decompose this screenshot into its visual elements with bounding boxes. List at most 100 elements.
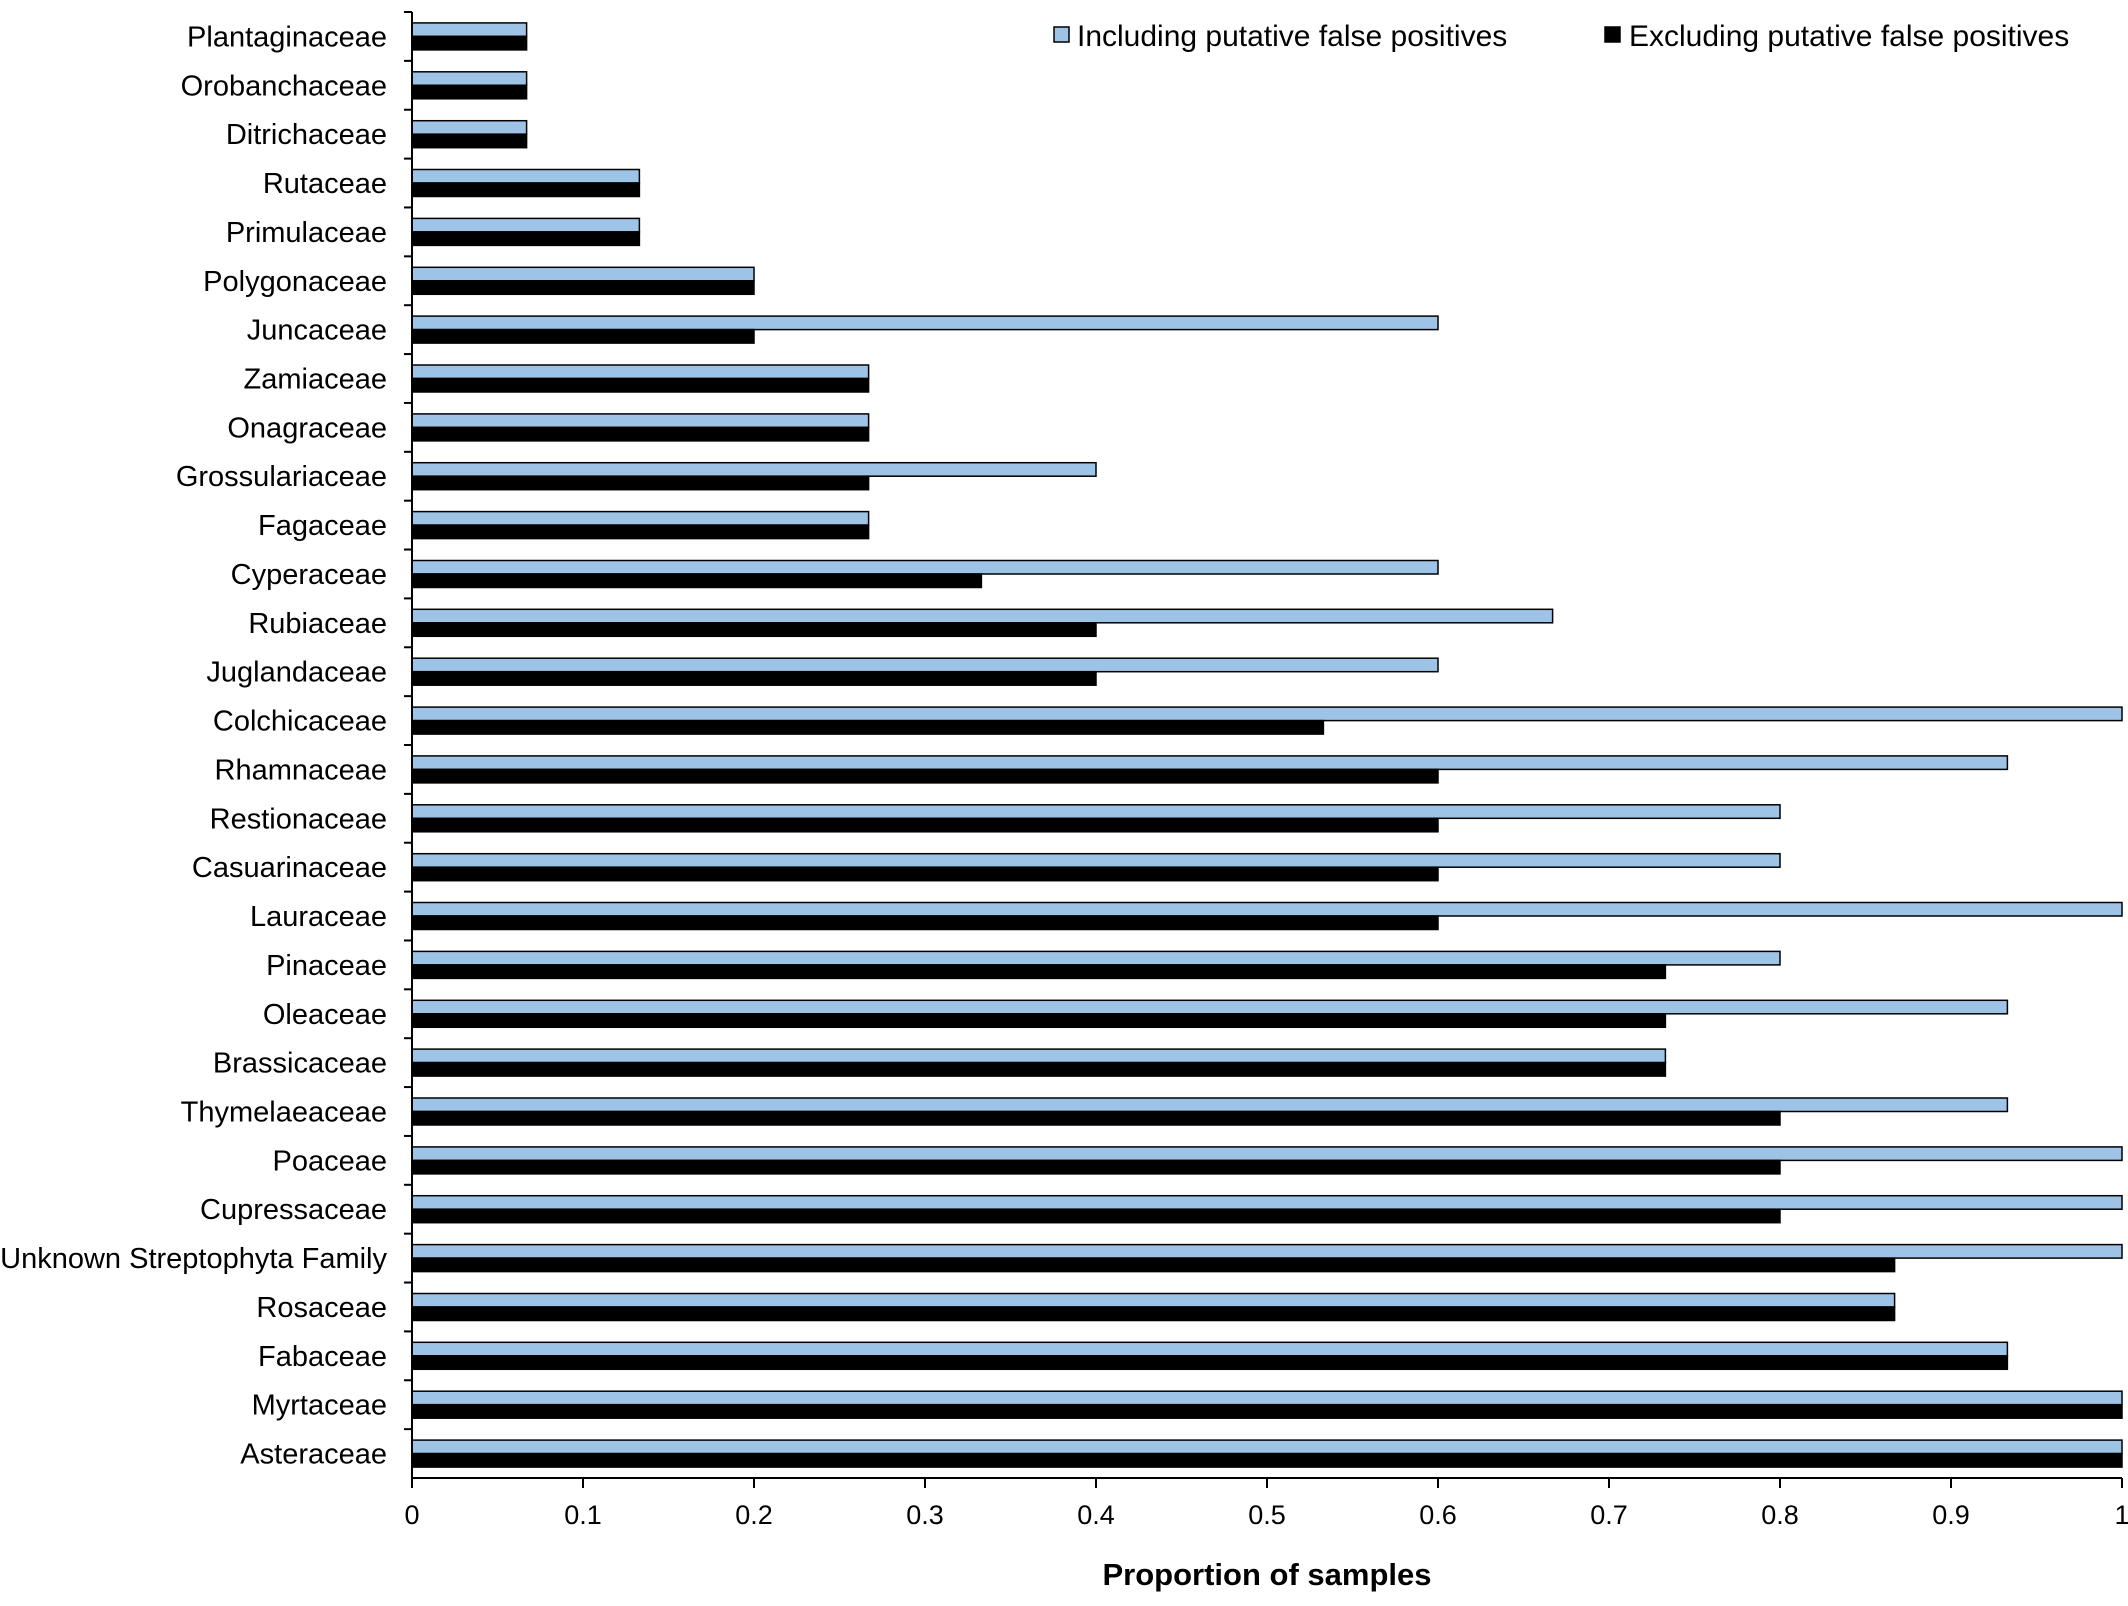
- category-label-brassicaceae: Brassicaceae: [213, 1048, 387, 1080]
- bar-excluding-fagaceae: [411, 524, 870, 540]
- legend-item-excluding: Excluding putative false positives: [1604, 20, 2069, 53]
- category-label-primulaceae: Primulaceae: [226, 217, 387, 249]
- category-label-rosaceae: Rosaceae: [256, 1292, 387, 1324]
- category-label-unknown-streptophyta-family: Unknown Streptophyta Family: [0, 1243, 387, 1275]
- bar-including-onagraceae: [411, 413, 870, 429]
- bar-including-oleaceae: [411, 999, 2009, 1015]
- bar-including-casuarinaceae: [411, 852, 1781, 868]
- category-label-thymelaeaceae: Thymelaeaceae: [181, 1097, 387, 1129]
- bar-including-fagaceae: [411, 510, 870, 526]
- bar-including-unknown-streptophyta-family: [411, 1243, 2123, 1259]
- category-label-polygonaceae: Polygonaceae: [203, 266, 387, 298]
- bar-including-colchicaceae: [411, 706, 2123, 722]
- bar-excluding-orobanchaceae: [411, 84, 528, 100]
- x-tick-label: 0.9: [1932, 1500, 1970, 1530]
- bar-including-polygonaceae: [411, 266, 755, 282]
- bar-excluding-grossulariaceae: [411, 475, 870, 491]
- bar-excluding-plantaginaceae: [411, 35, 528, 51]
- legend-item-including: Including putative false positives: [1053, 20, 1507, 53]
- x-tick-label: 0.8: [1761, 1500, 1799, 1530]
- category-label-casuarinaceae: Casuarinaceae: [192, 852, 387, 884]
- bar-including-ditrichaceae: [411, 119, 528, 135]
- bar-including-restionaceae: [411, 804, 1781, 820]
- category-label-lauraceae: Lauraceae: [250, 901, 387, 933]
- category-label-restionaceae: Restionaceae: [210, 803, 387, 835]
- bar-including-primulaceae: [411, 217, 641, 233]
- category-label-plantaginaceae: Plantaginaceae: [187, 21, 387, 53]
- x-tick-label: 0.6: [1419, 1500, 1457, 1530]
- bar-excluding-ditrichaceae: [411, 133, 528, 149]
- category-label-myrtaceae: Myrtaceae: [252, 1390, 387, 1422]
- bar-including-rhamnaceae: [411, 755, 2009, 771]
- bar-excluding-polygonaceae: [411, 280, 755, 296]
- legend-swatch-excluding: [1604, 26, 1621, 43]
- category-label-grossulariaceae: Grossulariaceae: [176, 461, 387, 493]
- bar-excluding-thymelaeaceae: [411, 1110, 1781, 1126]
- category-label-fagaceae: Fagaceae: [258, 510, 387, 542]
- bar-excluding-pinaceae: [411, 964, 1667, 980]
- category-label-asteraceae: Asteraceae: [240, 1439, 387, 1471]
- category-label-pinaceae: Pinaceae: [266, 950, 387, 982]
- bar-excluding-zamiaceae: [411, 377, 870, 393]
- bar-excluding-myrtaceae: [411, 1403, 2123, 1419]
- x-tick-label: 0.2: [735, 1500, 773, 1530]
- category-label-oleaceae: Oleaceae: [263, 999, 387, 1031]
- category-label-poaceae: Poaceae: [273, 1145, 388, 1177]
- category-label-cyperaceae: Cyperaceae: [231, 559, 387, 591]
- bar-including-fabaceae: [411, 1341, 2009, 1357]
- bar-excluding-brassicaceae: [411, 1061, 1667, 1077]
- category-label-colchicaceae: Colchicaceae: [213, 706, 387, 738]
- x-tick-label: 1: [2114, 1500, 2128, 1530]
- bar-including-lauraceae: [411, 901, 2123, 917]
- bar-excluding-fabaceae: [411, 1355, 2009, 1371]
- bar-excluding-poaceae: [411, 1159, 1781, 1175]
- category-label-fabaceae: Fabaceae: [258, 1341, 387, 1373]
- x-tick-label: 0.1: [564, 1500, 602, 1530]
- category-label-onagraceae: Onagraceae: [227, 412, 387, 444]
- bar-including-grossulariaceae: [411, 461, 1097, 477]
- bar-excluding-asteraceae: [411, 1452, 2123, 1468]
- bar-including-poaceae: [411, 1146, 2123, 1162]
- x-tick-label: 0: [404, 1500, 419, 1530]
- bar-including-rubiaceae: [411, 608, 1554, 624]
- category-label-juncaceae: Juncaceae: [247, 315, 387, 347]
- bar-excluding-lauraceae: [411, 915, 1439, 931]
- category-label-cupressaceae: Cupressaceae: [200, 1194, 387, 1226]
- bar-including-plantaginaceae: [411, 22, 528, 38]
- x-tick-label: 0.5: [1248, 1500, 1286, 1530]
- x-axis-ticks: 0 0.1 0.2 0.3 0.4 0.5 0.6 0.7 0.8 0.9 1: [404, 1478, 2128, 1530]
- bar-excluding-restionaceae: [411, 817, 1439, 833]
- bar-including-juglandaceae: [411, 657, 1439, 673]
- bar-excluding-onagraceae: [411, 426, 870, 442]
- category-label-zamiaceae: Zamiaceae: [244, 364, 387, 396]
- bar-including-pinaceae: [411, 950, 1781, 966]
- bar-including-myrtaceae: [411, 1390, 2123, 1406]
- category-label-rhamnaceae: Rhamnaceae: [215, 754, 388, 786]
- bar-including-asteraceae: [411, 1439, 2123, 1455]
- bar-including-orobanchaceae: [411, 71, 528, 87]
- category-label-juglandaceae: Juglandaceae: [206, 657, 387, 689]
- bar-excluding-cyperaceae: [411, 573, 983, 589]
- bar-including-zamiaceae: [411, 364, 870, 380]
- x-tick-label: 0.3: [906, 1500, 944, 1530]
- bar-excluding-casuarinaceae: [411, 866, 1439, 882]
- category-label-rubiaceae: Rubiaceae: [248, 608, 387, 640]
- category-label-orobanchaceae: Orobanchaceae: [181, 70, 387, 102]
- category-label-ditrichaceae: Ditrichaceae: [226, 119, 387, 151]
- bar-excluding-colchicaceae: [411, 719, 1325, 735]
- bar-including-cyperaceae: [411, 559, 1439, 575]
- bar-excluding-primulaceae: [411, 231, 641, 247]
- bars-layer: [411, 22, 2123, 1468]
- bar-including-juncaceae: [411, 315, 1439, 331]
- bar-excluding-rubiaceae: [411, 622, 1097, 638]
- bar-excluding-cupressaceae: [411, 1208, 1781, 1224]
- category-label-rutaceae: Rutaceae: [263, 168, 387, 200]
- x-tick-label: 0.4: [1077, 1500, 1115, 1530]
- x-axis-title: Proportion of samples: [1103, 1557, 1432, 1592]
- bar-excluding-rhamnaceae: [411, 768, 1439, 784]
- x-tick-label: 0.7: [1590, 1500, 1628, 1530]
- bar-excluding-rosaceae: [411, 1306, 1896, 1322]
- bar-including-rosaceae: [411, 1292, 1896, 1308]
